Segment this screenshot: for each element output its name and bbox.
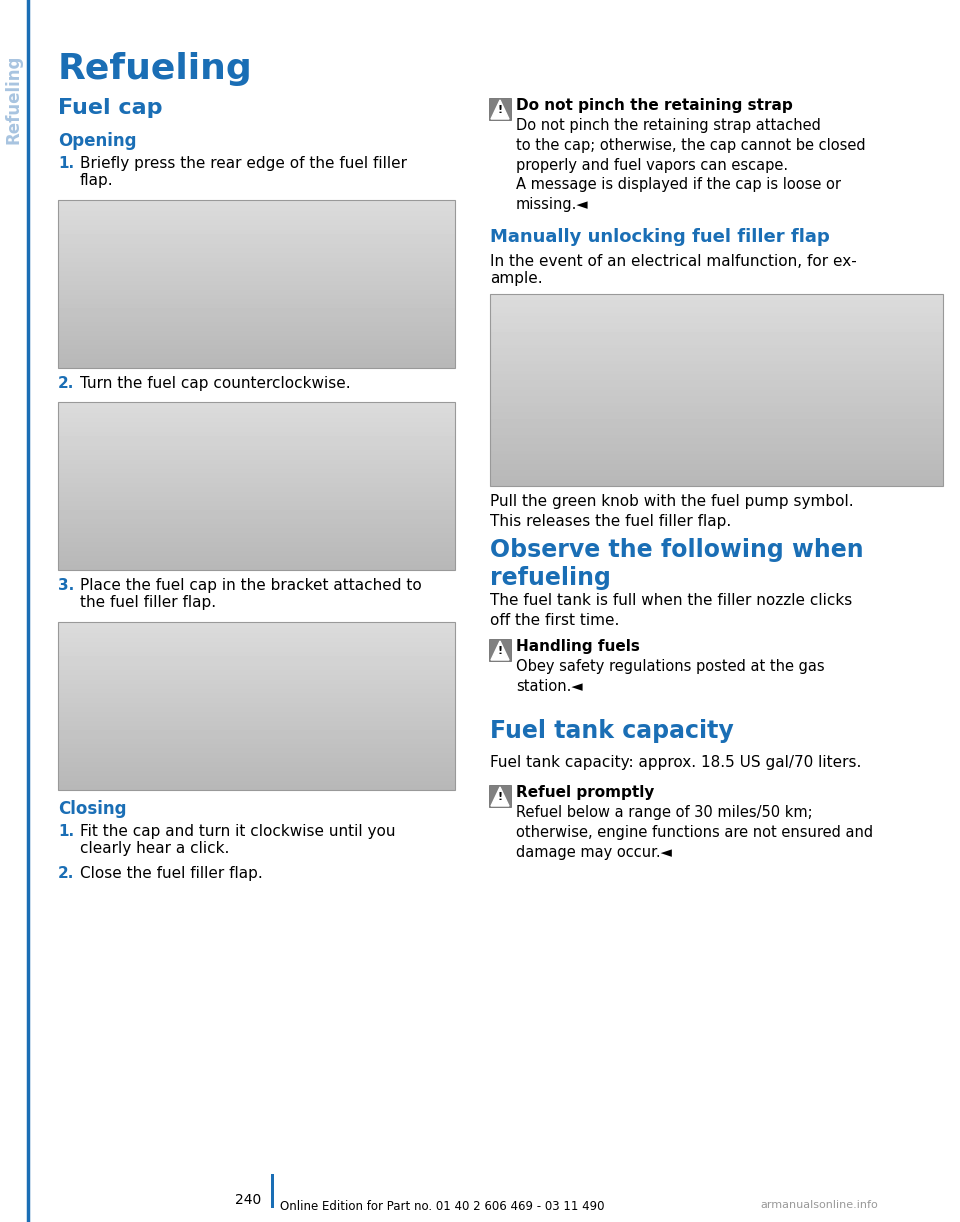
Polygon shape (491, 642, 509, 660)
Text: Obey safety regulations posted at the gas
station.◄: Obey safety regulations posted at the ga… (516, 659, 825, 694)
Text: 2.: 2. (58, 866, 74, 881)
Bar (58, 402, 455, 569)
Text: 2.: 2. (58, 376, 74, 391)
Text: Opening: Opening (58, 132, 136, 150)
Polygon shape (491, 787, 509, 807)
Bar (490, 295, 943, 486)
Bar (271, 1174, 274, 1209)
Text: Handling fuels: Handling fuels (516, 639, 640, 654)
Text: Refuel promptly: Refuel promptly (516, 785, 655, 800)
Text: 1.: 1. (58, 824, 74, 840)
Bar (489, 785, 511, 807)
Text: Fuel cap: Fuel cap (58, 98, 162, 119)
Text: armanualsonline.info: armanualsonline.info (760, 1200, 877, 1210)
Text: 240: 240 (235, 1193, 261, 1207)
Text: Refueling: Refueling (58, 53, 252, 86)
Text: Pull the green knob with the fuel pump symbol.
This releases the fuel filler fla: Pull the green knob with the fuel pump s… (490, 494, 853, 529)
Text: Close the fuel filler flap.: Close the fuel filler flap. (80, 866, 263, 881)
Bar (58, 622, 455, 789)
Text: Fuel tank capacity: approx. 18.5 US gal/70 liters.: Fuel tank capacity: approx. 18.5 US gal/… (490, 755, 861, 770)
Text: !: ! (497, 105, 503, 115)
Text: Online Edition for Part no. 01 40 2 606 469 - 03 11 490: Online Edition for Part no. 01 40 2 606 … (280, 1200, 605, 1213)
Text: Observe the following when
refueling: Observe the following when refueling (490, 538, 864, 590)
Text: Turn the fuel cap counterclockwise.: Turn the fuel cap counterclockwise. (80, 376, 350, 391)
Text: Refuel below a range of 30 miles/50 km;
otherwise, engine functions are not ensu: Refuel below a range of 30 miles/50 km; … (516, 805, 874, 859)
Text: Closing: Closing (58, 800, 127, 818)
Text: Do not pinch the retaining strap attached
to the cap; otherwise, the cap cannot : Do not pinch the retaining strap attache… (516, 119, 866, 213)
Text: !: ! (497, 646, 503, 656)
Bar (489, 639, 511, 661)
Text: 1.: 1. (58, 156, 74, 171)
Text: !: ! (497, 792, 503, 802)
Text: The fuel tank is full when the filler nozzle clicks
off the first time.: The fuel tank is full when the filler no… (490, 593, 852, 628)
Bar (58, 200, 455, 368)
Text: Place the fuel cap in the bracket attached to
the fuel filler flap.: Place the fuel cap in the bracket attach… (80, 578, 421, 611)
Text: Refueling: Refueling (5, 55, 23, 144)
Text: Fit the cap and turn it clockwise until you
clearly hear a click.: Fit the cap and turn it clockwise until … (80, 824, 396, 857)
Text: Fuel tank capacity: Fuel tank capacity (490, 719, 733, 743)
Bar (0, 0, 28, 1222)
Text: In the event of an electrical malfunction, for ex-
ample.: In the event of an electrical malfunctio… (490, 254, 856, 286)
Text: 3.: 3. (58, 578, 74, 593)
Bar (489, 98, 511, 120)
Text: Briefly press the rear edge of the fuel filler
flap.: Briefly press the rear edge of the fuel … (80, 156, 407, 188)
Text: Manually unlocking fuel filler flap: Manually unlocking fuel filler flap (490, 229, 829, 246)
Polygon shape (491, 100, 509, 119)
Text: Do not pinch the retaining strap: Do not pinch the retaining strap (516, 98, 793, 112)
